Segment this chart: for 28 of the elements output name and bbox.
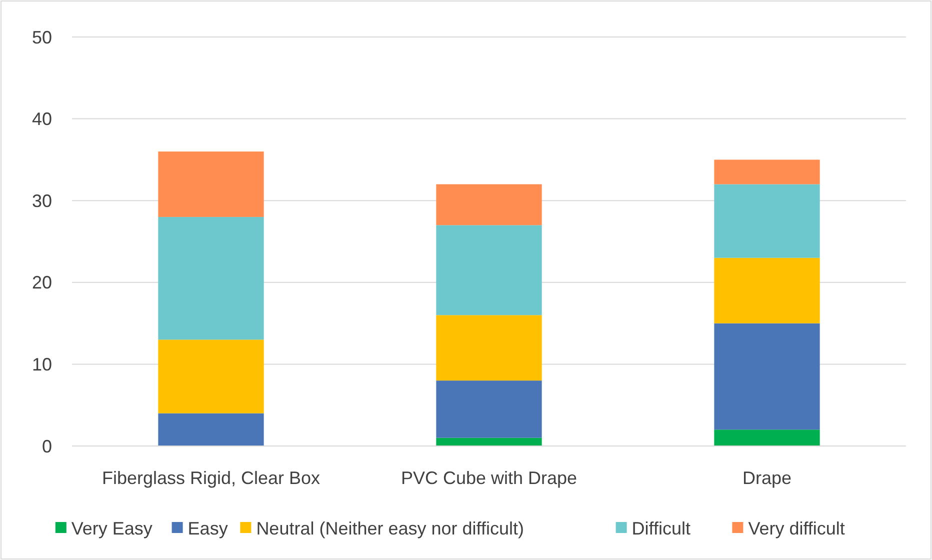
legend-label: Neutral (Neither easy nor difficult)	[256, 518, 524, 538]
legend-label: Easy	[188, 518, 228, 538]
y-tick-label: 0	[42, 436, 52, 456]
bar	[714, 323, 820, 430]
y-tick-label: 50	[32, 27, 52, 48]
legend-label: Very Easy	[71, 518, 152, 538]
bar	[436, 225, 542, 316]
x-tick-label: PVC Cube with Drape	[400, 468, 578, 488]
y-tick-label: 40	[32, 109, 52, 130]
bar	[158, 216, 264, 340]
x-tick-label: Drape	[742, 468, 792, 488]
bar	[714, 184, 820, 258]
y-tick-label: 30	[32, 190, 52, 211]
bar	[714, 430, 820, 446]
bar	[158, 413, 264, 446]
bar	[436, 315, 542, 381]
legend-label: Very difficult	[748, 518, 845, 538]
legend-label: Difficult	[632, 518, 690, 538]
bar	[158, 152, 264, 217]
y-tick-label: 20	[32, 272, 52, 293]
bar	[436, 184, 542, 226]
y-tick-label: 10	[32, 354, 52, 374]
x-tick-label: Fiberglass Rigid, Clear Box	[102, 468, 320, 488]
bar	[158, 340, 264, 414]
bar	[436, 380, 542, 438]
bar	[714, 160, 820, 184]
bar	[436, 438, 542, 446]
bar	[714, 258, 820, 324]
